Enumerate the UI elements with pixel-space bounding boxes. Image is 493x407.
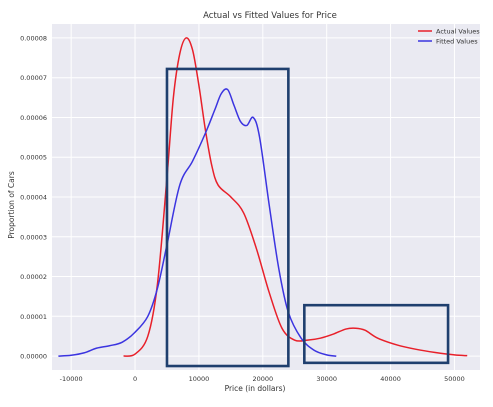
tick-labels: -10000 0 10000 20000 30000 40000 50000 0.00000 0… [20,34,465,383]
y-tick-label: 0.00002 [20,273,47,281]
y-tick-label: 0.00000 [20,353,47,361]
series-layer [58,37,468,357]
y-tick-label: 0.00003 [20,233,47,241]
x-tick-label: -10000 [60,375,83,383]
legend: Actual Values Fitted Values [418,28,480,46]
y-tick-label: 0.00007 [20,74,47,82]
y-tick-label: 0.00008 [20,34,47,42]
y-tick-label: 0.00001 [20,313,47,321]
x-tick-label: 50000 [444,375,465,383]
actual-values-line [123,37,468,357]
x-tick-label: 0 [133,375,137,383]
y-tick-label: 0.00004 [20,194,47,202]
y-axis-label: Proportion of Cars [7,171,16,239]
legend-label-actual-values: Actual Values [436,28,480,36]
x-axis-label: Price (in dollars) [225,384,286,393]
legend-label-fitted-values: Fitted Values [436,38,478,46]
y-tick-label: 0.00005 [20,154,47,162]
x-tick-label: 10000 [189,375,210,383]
highlight-box-1 [165,67,290,368]
fitted-values-line [58,88,337,357]
highlight-box-2 [303,303,450,365]
x-tick-label: 40000 [380,375,401,383]
chart-title: Actual vs Fitted Values for Price [203,11,337,21]
x-tick-label: 20000 [252,375,273,383]
y-tick-label: 0.00006 [20,114,47,122]
annotation-layer [165,67,450,368]
x-tick-label: 30000 [316,375,337,383]
